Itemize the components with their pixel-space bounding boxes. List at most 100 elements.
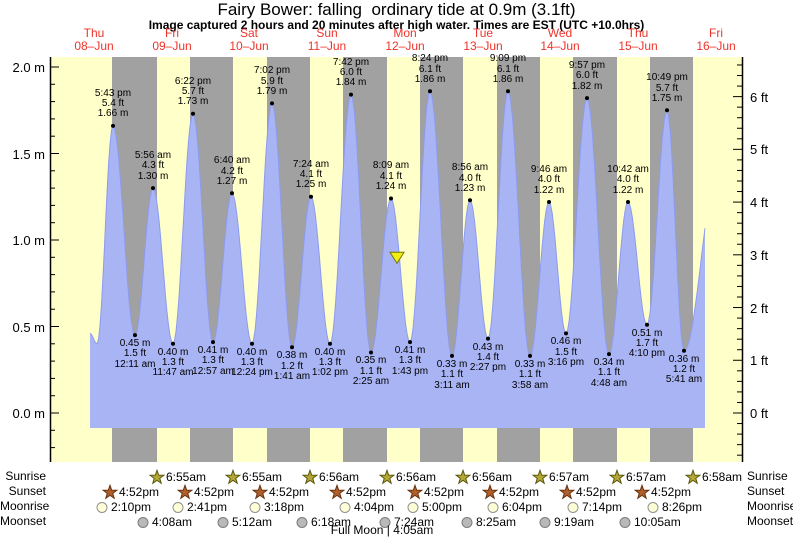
tide-low-annotation: 0.46 m 1.5 ft 3:16 pm [547, 336, 585, 368]
moonset-item: 4:08am [135, 514, 192, 530]
tide-low-annotation: 0.43 m 1.4 ft 2:27 pm [469, 341, 507, 374]
moonrise-item: 2:10pm [94, 499, 151, 515]
moonrise-time: 8:26pm [662, 500, 703, 514]
tide-curve-line [89, 90, 706, 357]
tide-high-annotation: 5:43 pm 5.4 ft 1.66 m [94, 87, 132, 120]
tide-point [626, 199, 630, 204]
sunset-item: 4:52pm [177, 484, 234, 500]
tide-point [250, 341, 254, 346]
sunrise-icon [149, 469, 165, 485]
moonset-icon [296, 517, 308, 528]
sunset-time: 4:52pm [576, 485, 617, 499]
moonrise-row-label-left: Moonrise [0, 499, 50, 513]
tide-low-annotation: 0.40 m 1.3 ft 11:47 am [152, 346, 194, 379]
moonset-time: 5:12am [232, 515, 273, 529]
moonset-time: 4:08am [152, 515, 193, 529]
tide-high-annotation: 10:42 am 4.0 ft 1.22 m [607, 163, 649, 196]
feet-axis-label: 1 ft [750, 353, 769, 369]
tide-point [230, 191, 234, 196]
sunset-item: 4:52pm [634, 484, 691, 500]
sunset-item: 4:52pm [407, 484, 464, 500]
moonrise-icon [567, 502, 579, 513]
sunrise-icon [225, 469, 241, 485]
sunrise-item: 6:56am [302, 469, 359, 485]
page-title: Fairy Bower: falling ordinary tide at 0.… [217, 0, 576, 19]
sunrise-icon [609, 469, 625, 485]
moonset-icon [137, 517, 149, 528]
moonrise-item: 3:18pm [247, 499, 304, 515]
sunrise-row-label-right: Sunrise [747, 469, 788, 483]
sunrise-time: 6:58am [702, 470, 743, 484]
moonrise-time: 2:10pm [111, 500, 152, 514]
moonrise-item: 5:00pm [405, 499, 462, 515]
sunrise-icon [532, 469, 548, 485]
tide-point [211, 340, 215, 345]
tide-point [528, 353, 532, 358]
moonset-icon [619, 517, 631, 528]
sunrise-time: 6:56am [396, 470, 437, 484]
tide-point [585, 96, 589, 101]
sunrise-icon [455, 469, 471, 485]
day-label: Mon 12–Jun [385, 26, 425, 53]
sunrise-time: 6:56am [319, 470, 360, 484]
sunrise-row-label-left: Sunrise [5, 469, 46, 483]
moonset-row-label-right: Moonset [747, 514, 793, 528]
moonrise-icon [172, 502, 184, 513]
moonset-time: 8:25am [476, 515, 517, 529]
tide-high-annotation: 9:57 pm 6.0 ft 1.82 m [568, 60, 606, 92]
moonset-icon [461, 517, 473, 528]
tide-high-annotation: 7:02 pm 5.9 ft 1.79 m [253, 65, 291, 97]
moonset-item: 9:19am [537, 514, 594, 530]
tide-point [369, 350, 373, 355]
tide-high-annotation: 5:56 am 4.3 ft 1.30 m [134, 150, 172, 182]
moonrise-time: 5:00pm [422, 500, 463, 514]
tide-point [408, 340, 412, 345]
tide-low-annotation: 0.33 m 1.1 ft 3:58 am [511, 358, 549, 391]
sunset-icon [177, 484, 193, 500]
sunset-icon [102, 484, 118, 500]
moonrise-item: 4:04pm [337, 499, 394, 515]
moonrise-icon [487, 502, 499, 513]
day-label: Thu 15–Jun [618, 26, 658, 53]
tide-point [133, 333, 137, 338]
moonrise-time: 6:04pm [502, 500, 543, 514]
day-label: Tue 13–Jun [463, 26, 503, 53]
sunset-item: 4:52pm [559, 484, 616, 500]
tide-point [682, 348, 686, 353]
sunrise-item: 6:55am [225, 469, 282, 485]
moonset-time: 9:19am [554, 515, 595, 529]
tide-high-annotation: 6:40 am 4.2 ft 1.27 m [213, 155, 251, 187]
tide-point [607, 352, 611, 357]
tide-low-annotation: 0.40 m 1.3 ft 12:24 pm [231, 346, 273, 379]
moonset-item: 7:24am [377, 514, 434, 530]
moonset-item: 6:18am [294, 514, 351, 530]
sunset-time: 4:52pm [269, 485, 310, 499]
moonrise-icon [96, 502, 108, 513]
page-subtitle: Image captured 2 hours and 20 minutes af… [148, 18, 645, 32]
sunrise-item: 6:57am [609, 469, 666, 485]
sunrise-time: 6:55am [166, 470, 207, 484]
sunrise-item: 6:56am [455, 469, 512, 485]
moonrise-icon [407, 502, 419, 513]
sunrise-time: 6:55am [242, 470, 283, 484]
tide-point [428, 89, 432, 94]
moonset-icon [379, 517, 391, 528]
tide-point [349, 92, 353, 97]
tide-low-annotation: 0.51 m 1.7 ft 4:10 pm [628, 327, 666, 360]
sunrise-time: 6:57am [626, 470, 667, 484]
moonrise-item: 7:14pm [565, 499, 622, 515]
tide-point [328, 341, 332, 346]
moonrise-row-label-right: Moonrise [747, 499, 793, 513]
sunrise-time: 6:57am [549, 470, 590, 484]
sunrise-icon [379, 469, 395, 485]
moonset-time: 10:05am [634, 515, 681, 529]
sunset-row-label-left: Sunset [8, 484, 46, 498]
tide-point [547, 199, 551, 204]
tide-point [389, 196, 393, 201]
sunrise-item: 6:56am [379, 469, 436, 485]
moonrise-time: 7:14pm [582, 500, 623, 514]
sunrise-item: 6:58am [685, 469, 742, 485]
tide-high-annotation: 7:42 pm 6.0 ft 1.84 m [332, 56, 370, 89]
feet-axis-label: 6 ft [750, 89, 769, 105]
